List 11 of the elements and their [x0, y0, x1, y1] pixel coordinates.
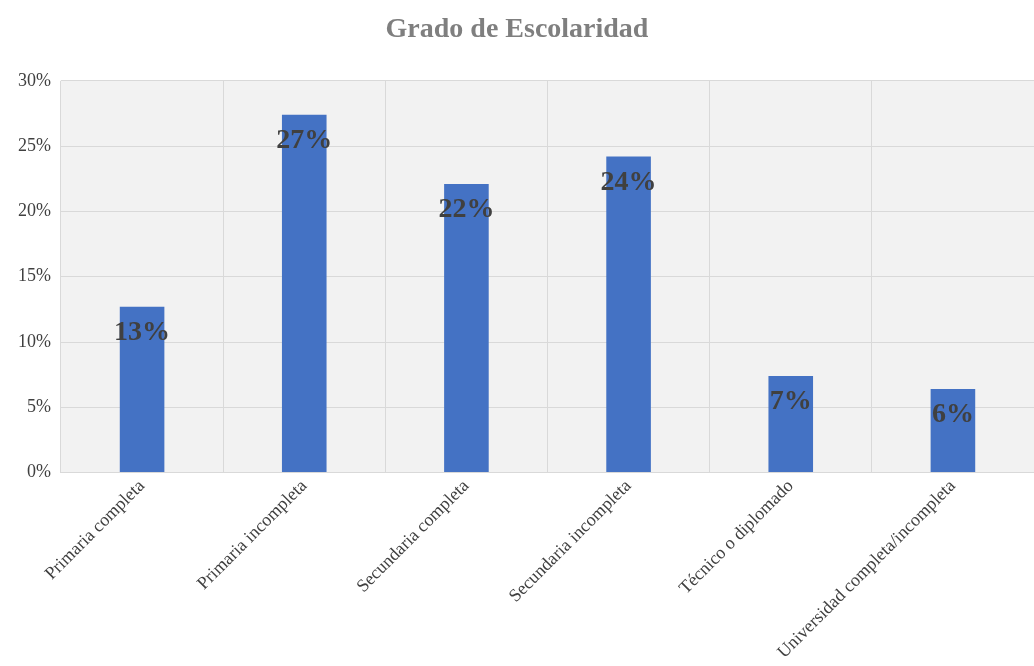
data-label: 7% — [769, 384, 812, 416]
y-tick-label: 10% — [17, 330, 51, 351]
y-tick-label: 15% — [17, 265, 51, 286]
y-tick-label: 25% — [17, 134, 51, 155]
y-tick-label: 30% — [17, 69, 51, 90]
y-tick-label: 20% — [17, 200, 51, 221]
bar — [768, 375, 814, 473]
data-label: 6% — [931, 397, 974, 429]
y-tick-label: 5% — [26, 396, 51, 417]
y-tick-label: 0% — [26, 461, 51, 482]
chart-title: Grado de Escolaridad — [384, 11, 650, 45]
